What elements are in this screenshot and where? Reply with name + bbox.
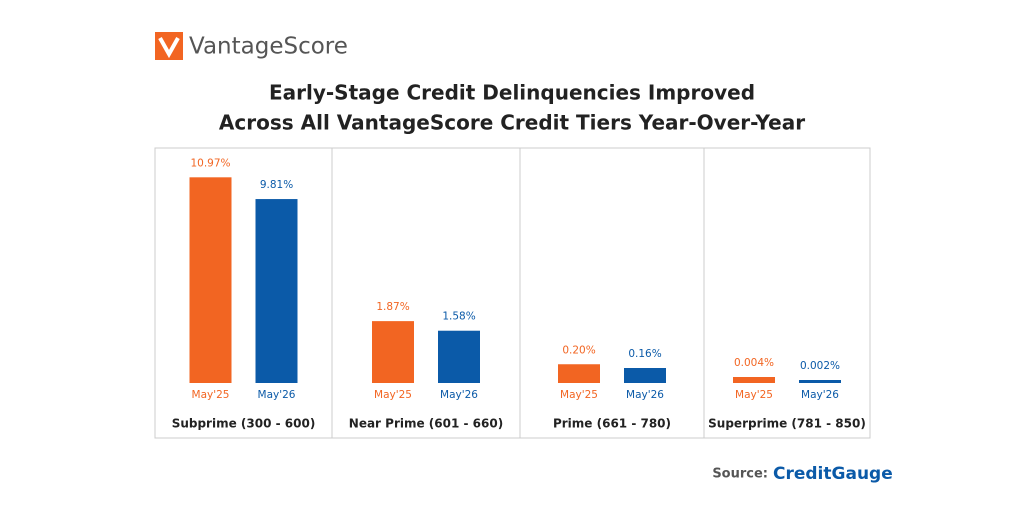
x-tick-label: May'26 xyxy=(258,389,296,401)
bar xyxy=(558,364,600,383)
x-tick-label: May'25 xyxy=(560,389,598,401)
panel-title: Near Prime (601 - 660) xyxy=(349,417,503,431)
panel-title: Prime (661 - 780) xyxy=(553,417,671,431)
panel-title: Subprime (300 - 600) xyxy=(172,417,316,431)
value-label: 0.20% xyxy=(562,344,595,356)
bar xyxy=(799,380,841,383)
value-label: 0.002% xyxy=(800,360,840,372)
logo-text: VantageScore xyxy=(189,34,348,60)
title-line: Across All VantageScore Credit Tiers Yea… xyxy=(219,111,805,135)
x-tick-label: May'25 xyxy=(735,389,773,401)
panel-title: Superprime (781 - 850) xyxy=(708,417,866,431)
x-tick-label: May'26 xyxy=(626,389,664,401)
source-label: Source: xyxy=(712,467,768,482)
bar xyxy=(189,177,232,383)
x-tick-label: May'26 xyxy=(801,389,839,401)
bar xyxy=(372,321,414,383)
x-tick-label: May'25 xyxy=(374,389,412,401)
source-brand: CreditGauge xyxy=(773,464,893,484)
bar xyxy=(733,377,775,383)
title-line: Early-Stage Credit Delinquencies Improve… xyxy=(269,81,755,105)
value-label: 9.81% xyxy=(260,179,293,191)
value-label: 10.97% xyxy=(190,157,230,169)
x-tick-label: May'26 xyxy=(440,389,478,401)
value-label: 0.16% xyxy=(628,348,661,360)
bar xyxy=(624,368,666,383)
bar xyxy=(438,330,480,383)
value-label: 1.58% xyxy=(442,311,475,323)
bar xyxy=(255,199,298,383)
value-label: 1.87% xyxy=(376,301,409,313)
value-label: 0.004% xyxy=(734,357,774,369)
x-tick-label: May'25 xyxy=(192,389,230,401)
panel-frame xyxy=(154,147,871,439)
logo-check xyxy=(158,37,180,59)
